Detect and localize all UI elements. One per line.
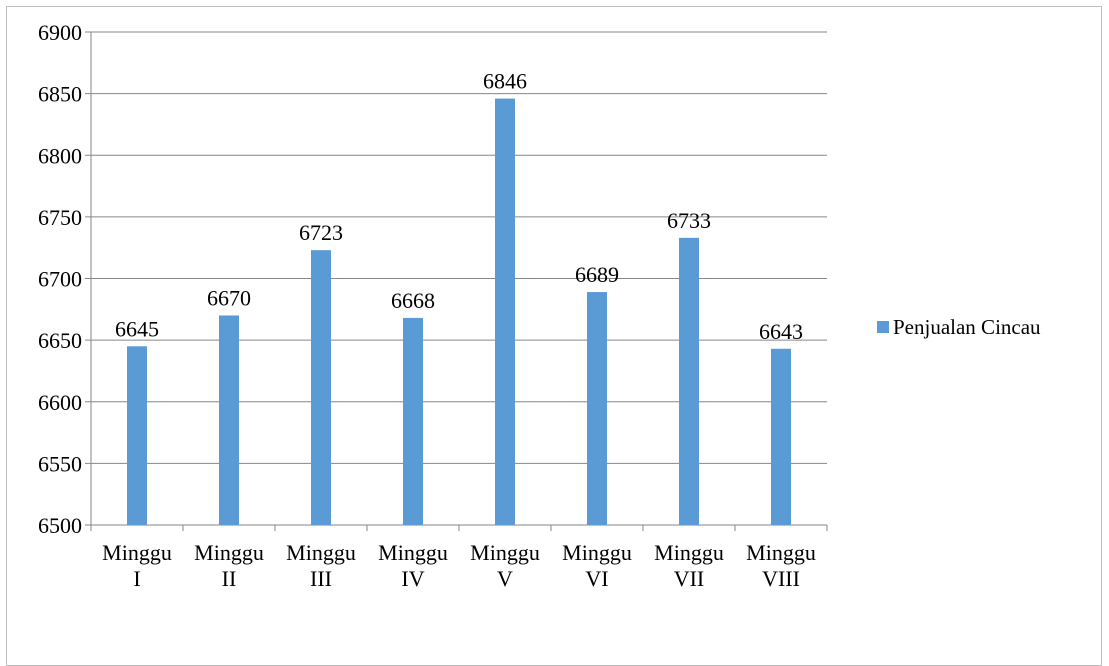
x-category-label: Minggu	[470, 540, 540, 565]
bar	[127, 346, 147, 525]
x-category-label: I	[133, 566, 140, 591]
x-category-label: Minggu	[562, 540, 632, 565]
data-label: 6846	[483, 69, 527, 94]
bar	[679, 237, 699, 525]
bar	[403, 317, 423, 525]
data-label: 6670	[207, 285, 251, 310]
bar	[771, 348, 791, 525]
x-category-label: Minggu	[194, 540, 264, 565]
data-label: 6689	[575, 262, 619, 287]
x-category-label: VI	[585, 566, 608, 591]
x-category-label: IV	[401, 566, 424, 591]
data-label: 6733	[667, 208, 711, 233]
bar	[311, 250, 331, 525]
x-category-label: Minggu	[654, 540, 724, 565]
y-tick-label: 6700	[38, 267, 82, 292]
x-category-label: Minggu	[102, 540, 172, 565]
data-label: 6668	[391, 288, 435, 313]
data-label: 6723	[299, 220, 343, 245]
x-category-label: III	[310, 566, 332, 591]
legend-swatch	[877, 321, 889, 333]
y-tick-label: 6500	[38, 513, 82, 538]
chart-frame	[6, 6, 1102, 666]
x-category-label: Minggu	[378, 540, 448, 565]
bar	[495, 98, 515, 526]
x-category-label: VIII	[762, 566, 800, 591]
y-tick-label: 6900	[38, 20, 82, 45]
y-tick-label: 6550	[38, 451, 82, 476]
y-tick-label: 6600	[38, 390, 82, 415]
y-tick-label: 6850	[38, 82, 82, 107]
bar-chart: 6500 6550 6600 6650 6700 6750 6800 6850 6900 6645…	[38, 20, 1041, 591]
bar	[219, 315, 239, 525]
x-category-label: VII	[674, 566, 705, 591]
y-tick-label: 6650	[38, 328, 82, 353]
x-category-label: V	[497, 566, 513, 591]
data-label: 6643	[759, 319, 803, 344]
y-tick-label: 6800	[38, 143, 82, 168]
x-category-label: II	[222, 566, 237, 591]
x-category-label: Minggu	[286, 540, 356, 565]
x-category-label: Minggu	[746, 540, 816, 565]
legend-label: Penjualan Cincau	[893, 315, 1041, 339]
data-label: 6645	[115, 316, 159, 341]
bar	[587, 292, 607, 525]
y-tick-label: 6750	[38, 205, 82, 230]
